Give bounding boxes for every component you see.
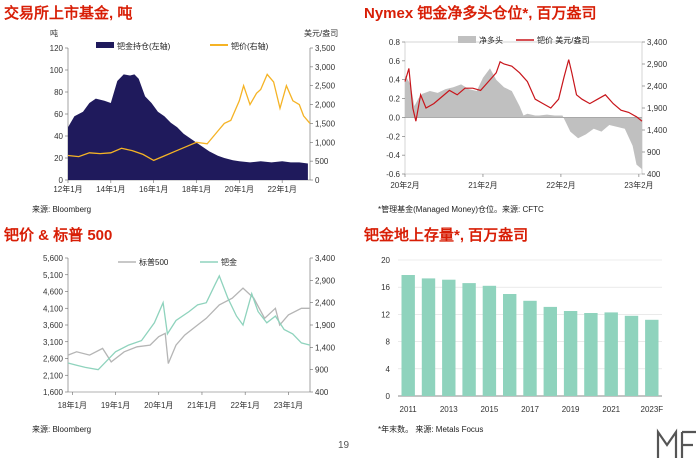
etf-y-left-tick-label: 80 [54,88,63,97]
page-number: 19 [338,440,350,451]
sp-source-note: 来源: Bloomberg [32,425,92,434]
etf-y-left-tick-label: 100 [50,66,64,75]
etf-y-right-tick-label: 1,000 [315,138,336,147]
etf-source-note: 来源: Bloomberg [32,205,92,214]
etf-x-tick-label: 12年1月 [53,184,82,194]
etf-y-right-tick-label: 2,000 [315,101,336,110]
etf-holdings-area [68,74,308,180]
etf-price-line [67,73,311,162]
etf-left-unit: 吨 [50,28,58,38]
etf-y-left-tick-label: 20 [54,154,63,163]
etf-y-right-tick-label: 0 [315,176,320,185]
nymex-source-note: *管理基金(Managed Money)仓位。来源: CFTC [378,205,544,214]
etf-x-tick-label: 16年1月 [139,184,168,194]
sp-chart-title: 钯价 & 标普 500 [4,227,113,244]
etf-legend-holdings-label: 钯金持仓(左轴) [117,41,171,51]
etf-legend-holdings-swatch [96,42,114,48]
etf-y-right-tick-label: 2,500 [315,82,336,91]
etf-y-right-tick-label: 3,500 [315,44,336,53]
stocks-source-note: *年末数。 来源: Metals Focus [378,425,484,434]
etf-x-tick-label: 18年1月 [182,184,211,194]
etf-y-right-tick-label: 1,500 [315,119,336,128]
etf-y-left-tick-label: 120 [50,44,64,53]
etf-x-tick-label: 14年1月 [96,184,125,194]
nymex-chart-title: Nymex 钯金净多头仓位*, 百万盎司 [364,5,597,22]
etf-x-tick-label: 22年1月 [267,184,296,194]
etf-y-left-tick-label: 40 [54,132,63,141]
etf-y-left-tick-label: 0 [59,176,64,185]
etf-y-left-tick-label: 60 [54,110,63,119]
etf-x-tick-label: 20年1月 [225,184,254,194]
etf-legend-price-label: 钯价(右轴) [231,41,269,51]
etf-y-right-tick-label: 500 [315,157,329,166]
etf-right-unit: 美元/盎司 [304,28,338,38]
stocks-chart-title: 钯金地上存量*, 百万盎司 [364,227,529,244]
etf-chart-title: 交易所上市基金, 吨 [4,5,133,22]
etf-y-right-tick-label: 3,000 [315,63,336,72]
